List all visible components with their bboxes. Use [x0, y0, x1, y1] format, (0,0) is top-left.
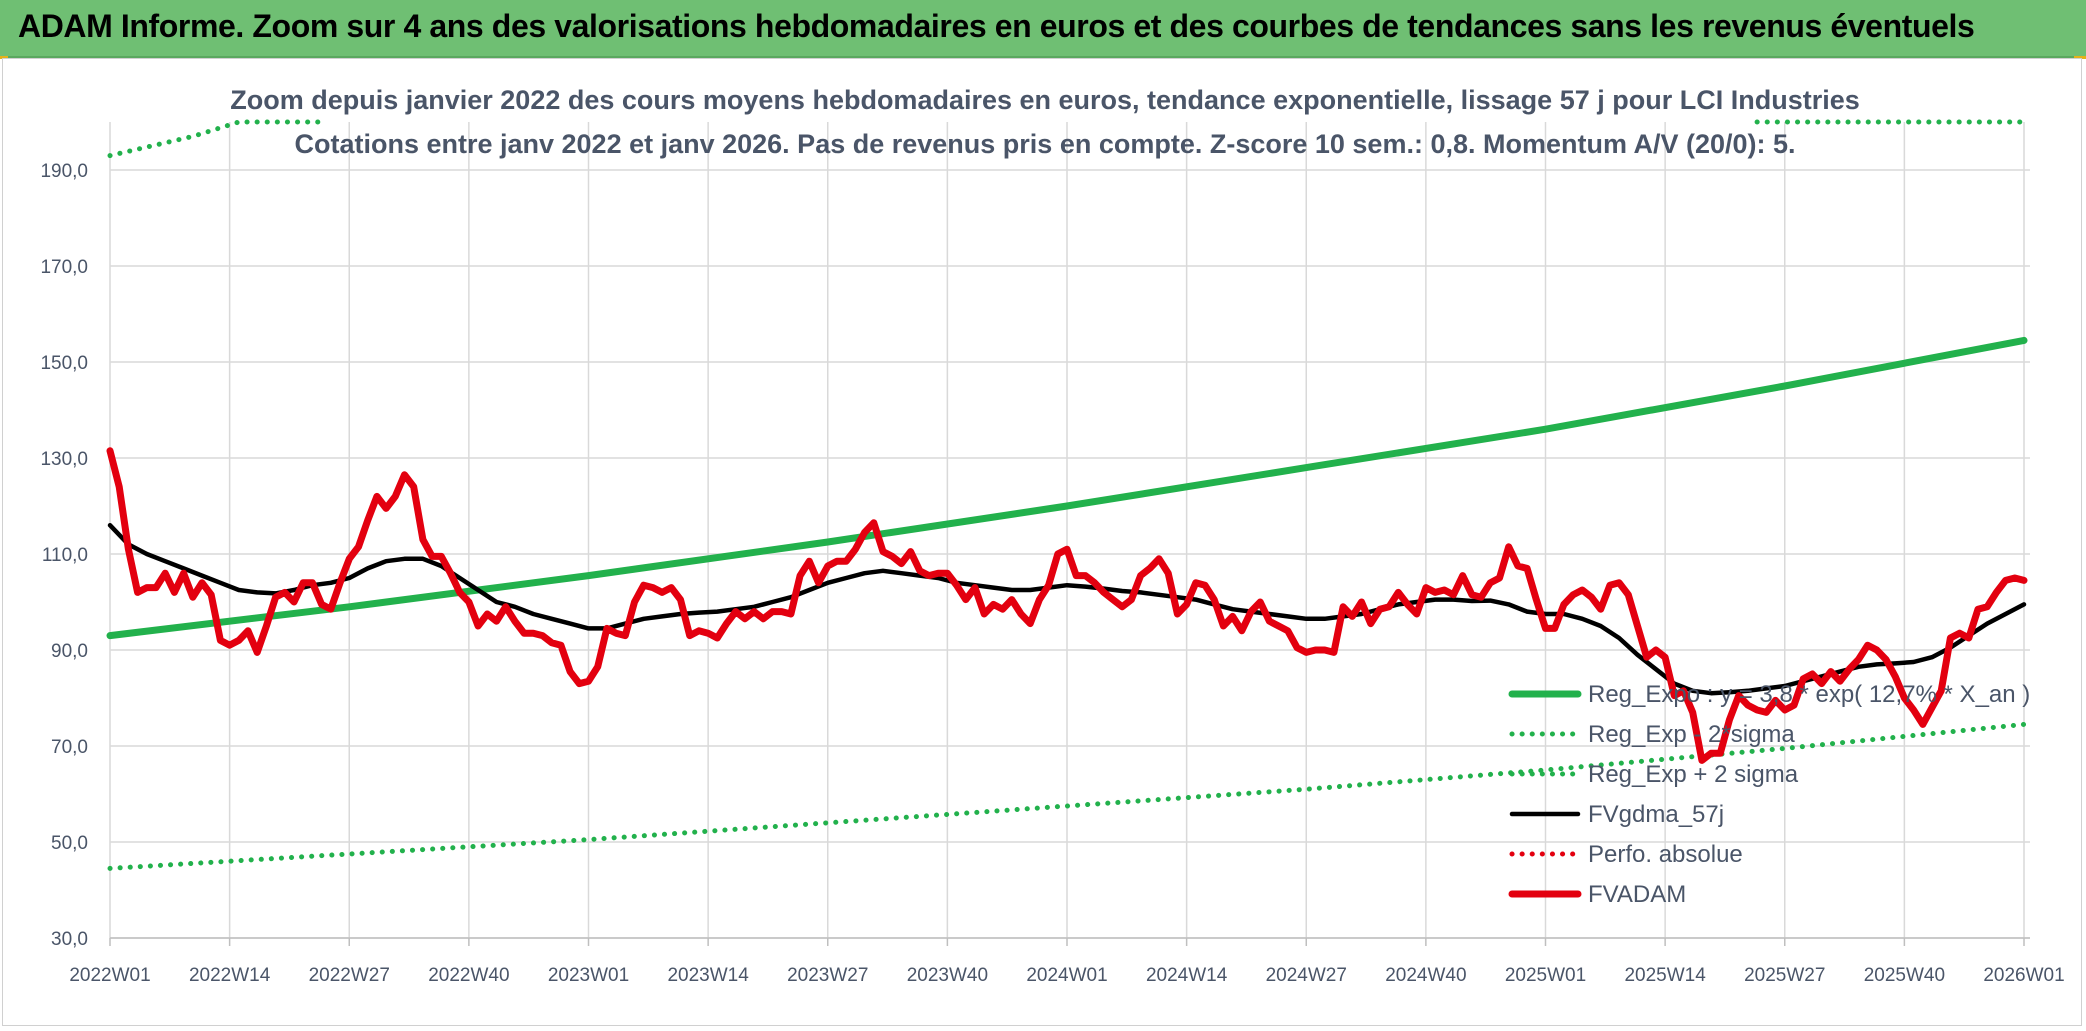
x-tick-label: 2023W27 — [787, 965, 868, 986]
series-fvadam-line — [106, 447, 2028, 764]
x-tick-label: 2022W27 — [309, 965, 390, 986]
legend-label: Reg_Expo : y = 3,8 * exp( 12,7% * X_an ) — [1588, 681, 2030, 708]
x-tick-label: 2025W14 — [1624, 965, 1706, 986]
x-tick-label: 2024W14 — [1146, 965, 1228, 986]
series-reg-exp-2-sigma-line — [107, 119, 325, 159]
chart-border — [2, 58, 2082, 1026]
legend-label: FVADAM — [1588, 881, 1686, 908]
y-tick-label: 30,0 — [51, 929, 88, 950]
x-tick-label: 2024W40 — [1385, 965, 1466, 986]
chart-title-group: Zoom depuis janvier 2022 des cours moyen… — [230, 85, 1860, 159]
header-accent-right — [2074, 56, 2086, 59]
x-tick-label: 2026W01 — [1983, 965, 2064, 986]
x-tick-label: 2025W01 — [1505, 965, 1586, 986]
axes: 30,0 50,0 70,0 90,0 110,0 130,0 150,0 170,0 190,… — [40, 161, 2064, 986]
y-tick-label: 90,0 — [51, 641, 88, 662]
legend: Reg_Expo : y = 3,8 * exp( 12,7% * X_an )… — [1508, 681, 2030, 908]
page-title: ADAM Informe. Zoom sur 4 ans des valoris… — [18, 8, 1975, 44]
y-tick-label: 150,0 — [40, 353, 88, 374]
legend-label: FVgdma_57j — [1588, 801, 1724, 828]
legend-label: Perfo. absolue — [1588, 841, 1743, 868]
y-tick-label: 110,0 — [42, 545, 88, 566]
y-tick-label: 190,0 — [40, 161, 88, 182]
x-tick-label: 2023W01 — [548, 965, 629, 986]
y-tick-label: 70,0 — [51, 737, 88, 758]
x-tick-label: 2025W27 — [1744, 965, 1825, 986]
header-bar: ADAM Informe. Zoom sur 4 ans des valoris… — [0, 0, 2086, 58]
y-tick-label: 170,0 — [40, 257, 88, 278]
x-tick-label: 2025W40 — [1864, 965, 1945, 986]
series-reg-exp-2-sigma-line — [107, 721, 2027, 871]
chart-title-line-2: Cotations entre janv 2022 et janv 2026. … — [294, 129, 1795, 159]
x-tick-label: 2023W40 — [907, 965, 988, 986]
x-tick-label: 2024W27 — [1266, 965, 1347, 986]
legend-label: Reg_Exp + 2 sigma — [1588, 761, 1799, 788]
series-group — [106, 119, 2028, 871]
legend-label: Reg_Exp - 2*sigma — [1588, 721, 1795, 748]
y-tick-label: 50,0 — [51, 833, 88, 854]
x-tick-label: 2022W40 — [428, 965, 509, 986]
x-tick-label: 2022W01 — [69, 965, 150, 986]
y-tick-label: 130,0 — [40, 449, 88, 470]
x-tick-label: 2022W14 — [189, 965, 271, 986]
x-tick-label: 2023W14 — [667, 965, 749, 986]
series-fvgdma-57j-line — [107, 522, 2027, 696]
x-tick-label: 2024W01 — [1026, 965, 1107, 986]
header-accent-left — [0, 56, 8, 59]
series-reg-expo-y-3-8-exp-12-7-x-an-line — [106, 336, 2028, 640]
gridlines — [109, 122, 2030, 939]
chart-title-line-1: Zoom depuis janvier 2022 des cours moyen… — [230, 85, 1860, 115]
